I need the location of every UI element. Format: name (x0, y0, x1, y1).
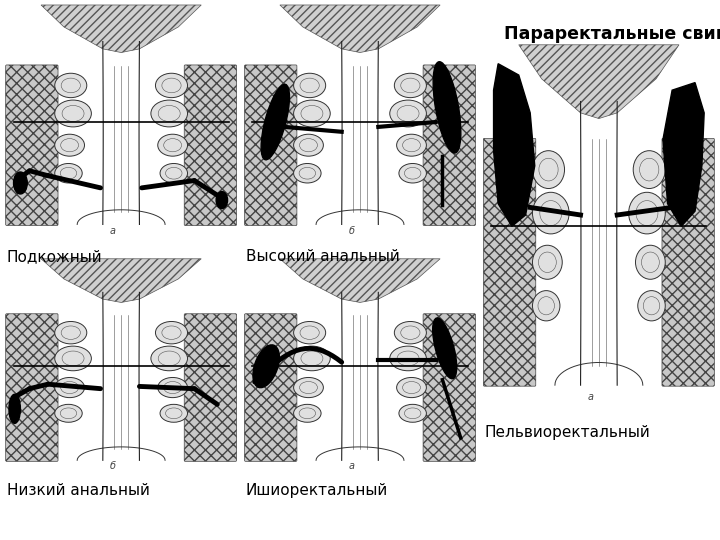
Ellipse shape (160, 164, 187, 183)
Ellipse shape (433, 318, 456, 379)
Bar (6, 259, 235, 483)
Ellipse shape (533, 192, 569, 234)
Ellipse shape (216, 192, 228, 208)
Ellipse shape (294, 346, 330, 371)
Ellipse shape (433, 62, 461, 153)
Text: Низкий анальный: Низкий анальный (6, 483, 150, 498)
Bar (246, 5, 474, 249)
FancyBboxPatch shape (245, 65, 297, 225)
Ellipse shape (158, 134, 187, 156)
Ellipse shape (533, 151, 564, 188)
FancyBboxPatch shape (245, 314, 297, 461)
Text: а: а (109, 226, 116, 236)
FancyBboxPatch shape (423, 314, 475, 461)
Polygon shape (280, 5, 440, 52)
Ellipse shape (397, 377, 426, 397)
Ellipse shape (158, 377, 187, 397)
Ellipse shape (294, 321, 325, 344)
FancyBboxPatch shape (483, 138, 536, 386)
Bar (246, 259, 474, 483)
Ellipse shape (55, 321, 87, 344)
Ellipse shape (633, 151, 665, 188)
Ellipse shape (638, 291, 665, 321)
Ellipse shape (294, 377, 323, 397)
Text: а: а (348, 461, 354, 471)
Ellipse shape (55, 100, 91, 127)
Ellipse shape (55, 73, 87, 98)
Ellipse shape (55, 164, 82, 183)
Ellipse shape (294, 404, 321, 422)
Ellipse shape (390, 100, 426, 127)
Polygon shape (494, 64, 535, 226)
Text: б: б (109, 461, 116, 471)
Ellipse shape (156, 321, 187, 344)
Ellipse shape (55, 377, 84, 397)
Ellipse shape (253, 345, 279, 388)
Ellipse shape (636, 245, 665, 279)
Polygon shape (518, 45, 679, 119)
Text: Параректальные свищи: Параректальные свищи (504, 25, 720, 43)
Ellipse shape (151, 100, 187, 127)
Ellipse shape (629, 192, 665, 234)
Ellipse shape (397, 134, 426, 156)
Ellipse shape (399, 164, 426, 183)
Ellipse shape (294, 164, 321, 183)
Ellipse shape (151, 346, 187, 371)
Ellipse shape (294, 134, 323, 156)
Ellipse shape (55, 404, 82, 422)
Ellipse shape (395, 321, 426, 344)
Text: а: а (588, 392, 593, 402)
Text: Ишиоректальный: Ишиоректальный (246, 483, 388, 498)
Ellipse shape (55, 346, 91, 371)
Polygon shape (41, 259, 202, 302)
Ellipse shape (533, 245, 562, 279)
Ellipse shape (294, 100, 330, 127)
Text: Пельвиоректальный: Пельвиоректальный (485, 425, 650, 440)
FancyBboxPatch shape (184, 314, 237, 461)
Ellipse shape (160, 404, 187, 422)
Text: б: б (348, 226, 354, 236)
FancyBboxPatch shape (662, 138, 714, 386)
Ellipse shape (55, 134, 84, 156)
Ellipse shape (390, 346, 426, 371)
FancyBboxPatch shape (184, 65, 237, 225)
FancyBboxPatch shape (6, 314, 58, 461)
Ellipse shape (156, 73, 187, 98)
Bar (6, 5, 235, 249)
Ellipse shape (261, 84, 289, 160)
Ellipse shape (399, 404, 426, 422)
FancyBboxPatch shape (423, 65, 475, 225)
FancyBboxPatch shape (6, 65, 58, 225)
Ellipse shape (9, 394, 20, 423)
Polygon shape (663, 83, 704, 226)
Ellipse shape (294, 73, 325, 98)
Text: Высокий анальный: Высокий анальный (246, 249, 400, 264)
Polygon shape (41, 5, 202, 52)
Ellipse shape (14, 172, 27, 194)
Text: Подкожный: Подкожный (6, 249, 102, 264)
Bar (485, 45, 714, 423)
Ellipse shape (395, 73, 426, 98)
Polygon shape (280, 259, 440, 302)
Ellipse shape (533, 291, 560, 321)
